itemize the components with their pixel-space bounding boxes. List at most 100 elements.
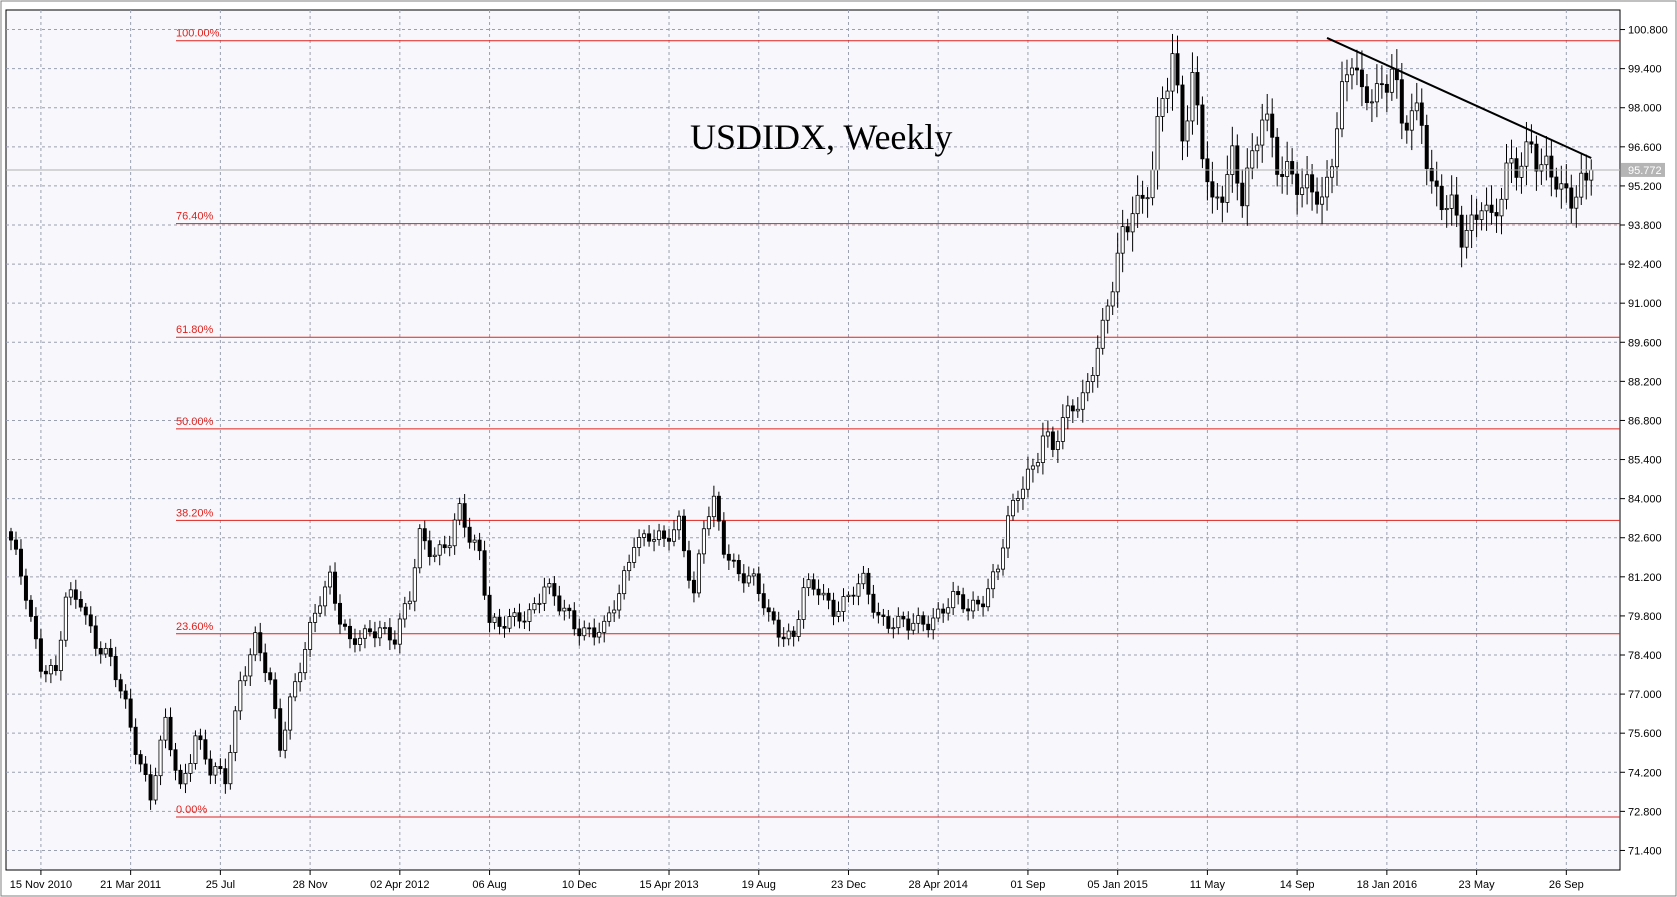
price-tick-label: 84.000 <box>1628 494 1662 506</box>
candle <box>218 758 223 775</box>
candle-body <box>1554 176 1559 190</box>
candle <box>123 684 128 709</box>
candles <box>8 33 1594 810</box>
candle-body <box>422 528 427 542</box>
candle <box>1265 93 1270 132</box>
candle <box>1060 404 1065 450</box>
candle <box>701 520 706 564</box>
candle-body <box>333 571 338 604</box>
candle <box>781 627 786 647</box>
candle <box>53 655 58 676</box>
candle-body <box>966 608 971 612</box>
candle <box>746 566 751 587</box>
candle <box>1270 98 1275 158</box>
candle-body <box>1305 174 1310 189</box>
candle-body <box>1574 196 1579 209</box>
candle <box>657 523 662 546</box>
candle <box>273 672 278 719</box>
candle <box>203 729 208 765</box>
candle <box>362 624 367 649</box>
candle-body <box>921 615 926 625</box>
candle <box>1090 367 1095 393</box>
candle <box>1175 35 1180 94</box>
candle <box>323 580 328 616</box>
candle <box>786 623 791 646</box>
candle <box>751 568 756 586</box>
candle-body <box>701 528 706 555</box>
candle-body <box>98 648 103 655</box>
candle <box>238 671 243 720</box>
candle <box>318 596 323 618</box>
candle-body <box>642 533 647 538</box>
candle-body <box>28 599 33 617</box>
candle <box>537 593 542 614</box>
candle-body <box>1349 67 1354 76</box>
candle <box>193 730 198 770</box>
candle <box>442 535 447 554</box>
candle-body <box>1379 83 1384 86</box>
candle-body <box>696 553 701 594</box>
candle-body <box>108 647 113 657</box>
trendline-line <box>1326 37 1592 159</box>
candle-body <box>781 636 786 640</box>
candle <box>906 611 911 640</box>
candle <box>213 762 218 784</box>
candle <box>1439 174 1444 221</box>
candle-body <box>1524 141 1529 167</box>
candle-body <box>926 623 931 631</box>
candle-body <box>472 539 477 543</box>
candle-body <box>1569 187 1574 209</box>
candle <box>876 602 881 624</box>
candle <box>387 618 392 650</box>
candle <box>622 565 627 600</box>
candle <box>148 764 153 810</box>
candle-body <box>941 608 946 614</box>
candle <box>607 606 612 627</box>
candle <box>1339 61 1344 138</box>
candle-body <box>691 579 696 594</box>
candle <box>891 617 896 639</box>
candle <box>627 554 632 581</box>
candle-body <box>1325 176 1330 198</box>
candle-body <box>617 593 622 611</box>
candle <box>1140 180 1145 214</box>
candle-body <box>228 752 233 785</box>
candle <box>1220 185 1225 223</box>
candle-body <box>1504 162 1509 200</box>
candle-body <box>1429 168 1434 182</box>
candle-body <box>1020 488 1025 499</box>
candle <box>986 578 991 612</box>
fib-level-label: 38.20% <box>176 507 214 519</box>
fib-level-label: 23.60% <box>176 621 214 633</box>
candle-body <box>1070 405 1075 412</box>
time-tick-label: 26 Sep <box>1549 879 1584 891</box>
fib-level-label: 100.00% <box>176 28 220 40</box>
candle-body <box>188 763 193 774</box>
candle <box>512 607 517 627</box>
candle <box>1010 493 1015 521</box>
candle <box>462 493 467 538</box>
candle-body <box>1280 174 1285 177</box>
candle <box>502 616 507 638</box>
candle <box>971 591 976 619</box>
candle-body <box>342 623 347 627</box>
candle <box>851 586 856 605</box>
candle <box>1454 176 1459 228</box>
candle-body <box>1055 441 1060 450</box>
candle <box>1434 161 1439 207</box>
candle <box>1020 476 1025 510</box>
candle <box>1110 281 1115 316</box>
candle-body <box>1045 431 1050 437</box>
candle-body <box>1499 198 1504 217</box>
candle <box>1085 373 1090 402</box>
candle-body <box>148 774 153 801</box>
candle-body <box>1454 194 1459 216</box>
candle <box>507 608 512 633</box>
candle <box>492 613 497 630</box>
candle-body <box>676 515 681 531</box>
candle-body <box>916 615 921 624</box>
candle-body <box>1404 122 1409 131</box>
candle-body <box>313 612 318 623</box>
candle-body <box>1544 155 1549 166</box>
candle-body <box>113 656 118 681</box>
